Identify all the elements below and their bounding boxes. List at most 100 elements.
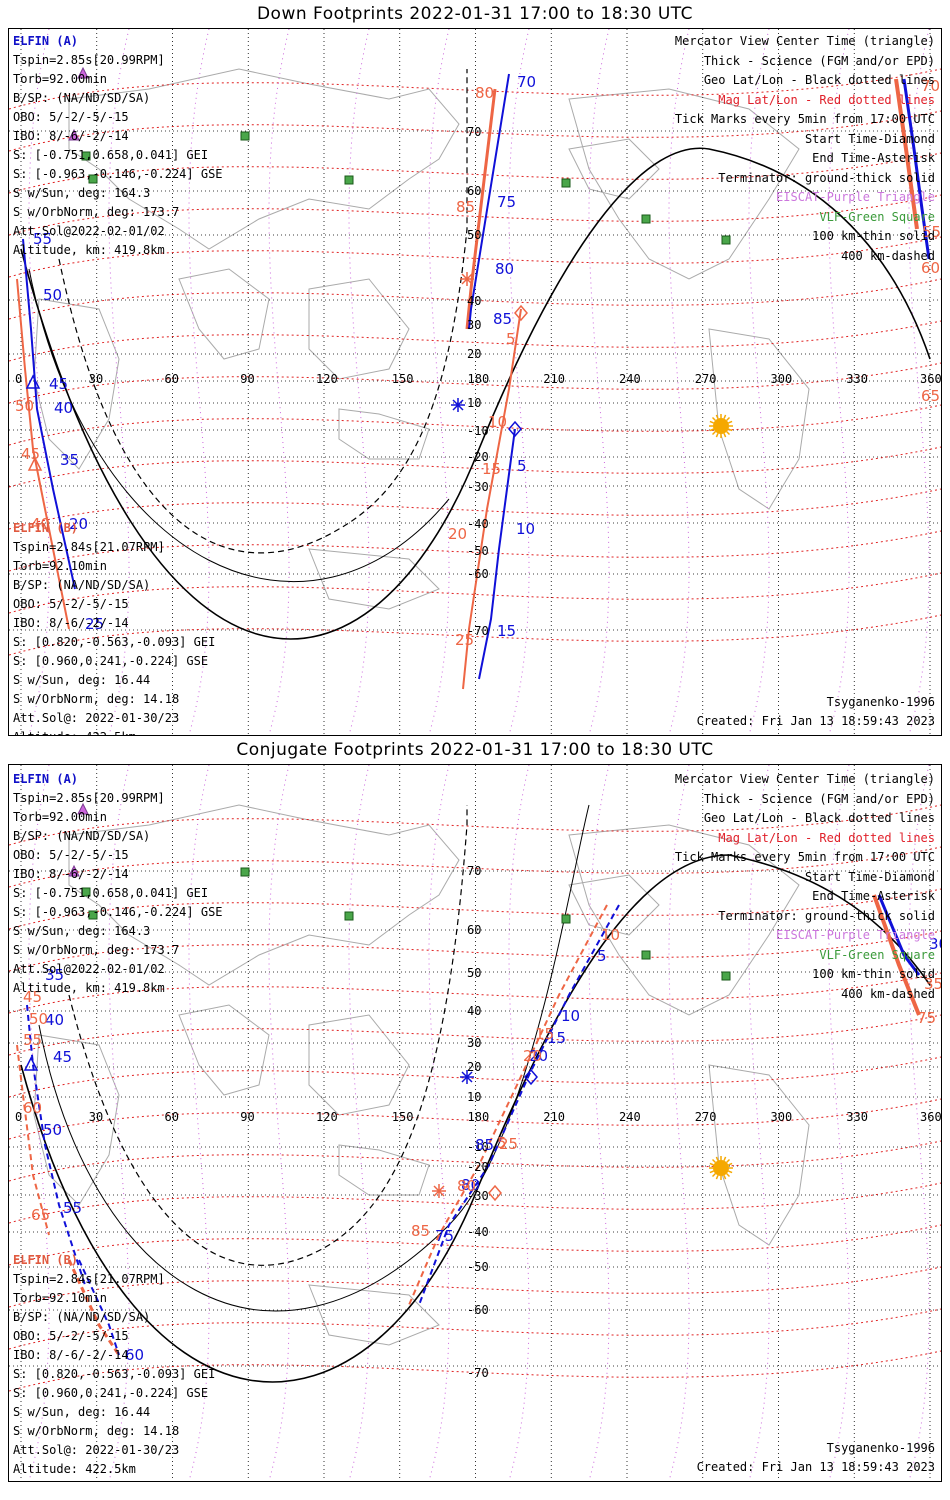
lon-tick-label: 360	[920, 1110, 941, 1124]
start-diamond-a	[508, 420, 522, 438]
vlf-station-square	[561, 914, 571, 924]
landmass-outline	[338, 1144, 430, 1196]
track-b-tick-label: 20	[523, 1047, 542, 1065]
map-panel-down: 0 30 60 90 120 150 180 210 240 270 300 330 360 70 60 50…	[8, 28, 942, 736]
vlf-station-square	[88, 174, 98, 184]
elfin-a-track	[78, 1259, 120, 1356]
info-line: Torb=92.10min	[13, 559, 107, 573]
track-b-tick-label: 65	[921, 387, 940, 405]
mag-meridian	[348, 29, 370, 735]
legend-item: Tick Marks every 5min from 17:00 UTC	[674, 112, 935, 126]
map-panel-conjugate: 0 30 60 90 120 150 180 210 240 270 300 330 360 70 60 50…	[8, 764, 942, 1482]
info-line: B/SP: (NA/ND/SD/SA)	[13, 91, 151, 105]
sun-icon	[709, 414, 733, 438]
mag-meridian	[508, 29, 530, 735]
footprint-100km-line	[28, 268, 450, 583]
legend-item: 400 km-dashed	[841, 986, 935, 1001]
legend-item: EISCAT-Purple Triangle	[776, 190, 935, 204]
lat-tick-label: -50	[467, 1260, 489, 1274]
elfin-a-track	[468, 73, 510, 330]
lon-tick-label: 240	[619, 1110, 641, 1124]
info-line: OBO: 5/-2/-5/-15	[13, 848, 129, 862]
center-triangle-a	[23, 1056, 39, 1071]
vlf-station-square	[81, 151, 91, 161]
track-a-tick-label: 75	[497, 193, 516, 211]
mag-meridian	[268, 29, 290, 735]
landmass-outline	[68, 68, 460, 250]
lon-tick-label: 330	[846, 1110, 868, 1124]
end-asterisk-a	[460, 1070, 474, 1084]
lat-tick-label: 20	[467, 347, 481, 361]
legend-item: Mercator View Center Time (triangle)	[674, 772, 935, 786]
landmass-outline	[308, 1014, 410, 1116]
lon-tick-label: 300	[771, 1110, 793, 1124]
track-a-tick-label: 45	[49, 375, 68, 393]
model-label: Tsyganenko-1996	[826, 1441, 935, 1455]
lat-tick-label: -60	[467, 1303, 489, 1317]
track-a-tick-label: 30	[929, 935, 941, 953]
info-line: S w/OrbNorm, deg: 173.7	[13, 205, 180, 219]
lat-tick-label: 10	[467, 1090, 481, 1104]
track-b-tick-label: 60	[23, 1099, 42, 1117]
info-line: IBO: 8/-6/-2/-14	[13, 616, 129, 630]
lon-tick-label: 150	[392, 372, 414, 386]
legend-item: Thick - Science (FGM and/or EPD)	[703, 53, 935, 68]
info-line: S: [-0.751,0.658,0.041] GEI	[13, 148, 209, 162]
info-line: Altitude: 422.5km	[13, 1462, 136, 1476]
landmass-outline	[568, 874, 660, 936]
eiscat-triangle	[77, 802, 89, 815]
info-line: Tspin=2.85s[20.99RPM]	[13, 53, 165, 67]
start-diamond-b	[514, 304, 528, 322]
terminator-line	[20, 147, 931, 640]
center-triangle-b	[27, 456, 43, 471]
vlf-station-square	[641, 950, 651, 960]
info-line: Tspin=2.84s[21.07RPM]	[13, 540, 165, 554]
info-line: S: [0.820,-0.563,-0.093] GEI	[13, 1367, 216, 1381]
vlf-station-square	[240, 867, 250, 877]
info-line: Altitude, km: 419.8km	[13, 981, 165, 995]
lat-tick-label: -10	[467, 1140, 489, 1154]
lat-tick-label: 20	[467, 1060, 481, 1074]
elfin-a-info: ELFIN (A) Tspin=2.85s[20.99RPM] Torb=92.…	[13, 770, 223, 998]
mag-meridian	[188, 29, 210, 735]
landmass-outline	[338, 408, 430, 460]
track-a-tick-label: 50	[43, 1121, 62, 1139]
info-line: S w/Sun, deg: 164.3	[13, 924, 151, 938]
track-b-tick-label: 40	[31, 515, 50, 533]
track-a-tick-label: 10	[561, 1007, 580, 1025]
track-b-tick-label: 85	[411, 1222, 430, 1240]
track-b-tick-label: 5	[506, 330, 516, 348]
info-line: Tspin=2.84s[21.07RPM]	[13, 1272, 165, 1286]
model-label: Tsyganenko-1996	[826, 695, 935, 709]
info-line: Att.Sol@: 2022-01-30/23	[13, 711, 180, 725]
track-b-tick-label: 60	[921, 259, 940, 277]
track-b-tick-label: 85	[456, 198, 475, 216]
mag-meridian	[668, 29, 690, 735]
lon-tick-label: 210	[543, 372, 565, 386]
info-line: Torb=92.10min	[13, 1291, 107, 1305]
legend-item: VLF-Green Square	[819, 947, 935, 962]
info-line: B/SP: (NA/ND/SD/SA)	[13, 1310, 151, 1324]
lon-tick-label: 270	[695, 1110, 717, 1124]
track-b-tick-label: 70	[921, 77, 940, 95]
legend-item: 400 km-dashed	[841, 248, 935, 263]
info-line: OBO: 5/-2/-5/-15	[13, 1329, 129, 1343]
lon-tick-label: 180	[468, 1110, 490, 1124]
info-line: S: [-0.751,0.658,0.041] GEI	[13, 886, 209, 900]
info-line: OBO: 5/-2/-5/-15	[13, 597, 129, 611]
footprint-400km-line	[58, 69, 468, 554]
info-line: OBO: 5/-2/-5/-15	[13, 110, 129, 124]
start-diamond-b	[488, 1184, 502, 1202]
track-a-tick-label: 35	[45, 966, 64, 984]
legend-item: End Time-Asterisk	[812, 151, 935, 165]
lat-tick-label: 30	[467, 318, 481, 332]
legend-item: Terminator: ground-thick solid	[718, 908, 935, 923]
elfin-b-track	[16, 278, 70, 630]
lon-tick-label: 330	[846, 372, 868, 386]
elfin-b-track	[872, 894, 921, 1016]
legend-item: EISCAT-Purple Triangle	[776, 928, 935, 942]
mag-meridian	[748, 29, 770, 735]
panel-title-down: Down Footprints 2022-01-31 17:00 to 18:3…	[256, 4, 694, 24]
elfin-b-track	[894, 78, 919, 230]
track-a-tick-label: 55	[63, 1199, 82, 1217]
